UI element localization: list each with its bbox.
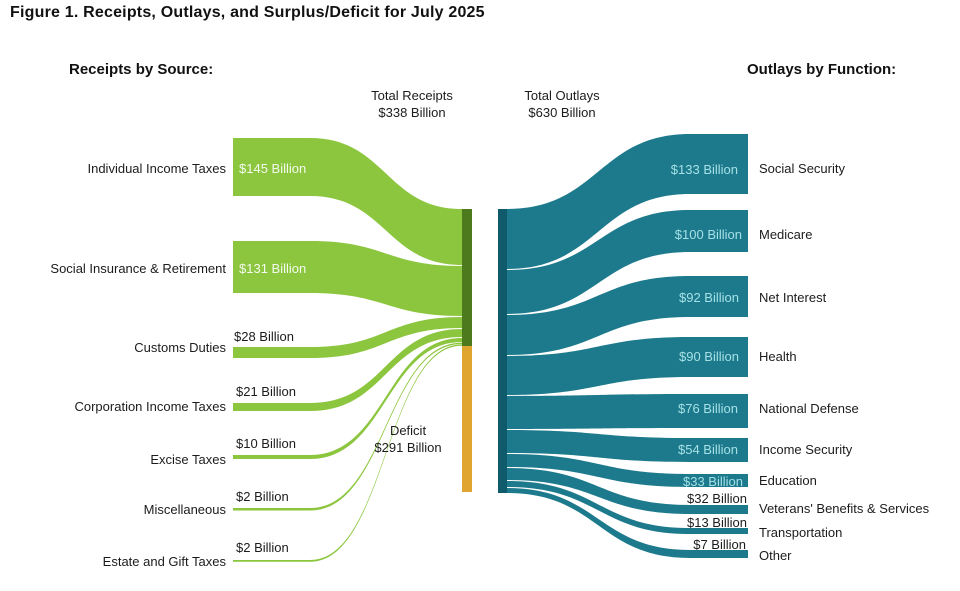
- total-receipts-value: $338 Billion: [378, 105, 446, 120]
- total-receipts-node: [462, 209, 472, 346]
- receipt-value-miscellaneous: $2 Billion: [236, 489, 289, 504]
- outlay-function-net-interest: Net Interest: [759, 290, 827, 305]
- outlay-value-transportation: $13 Billion: [687, 515, 747, 530]
- deficit-value: $291 Billion: [374, 440, 442, 455]
- outlay-value-income-security: $54 Billion: [678, 442, 738, 457]
- figure-title: Figure 1. Receipts, Outlays, and Surplus…: [10, 4, 485, 21]
- total-outlays-label: Total Outlays $630 Billion: [492, 87, 632, 121]
- outlay-flow-net-interest: [507, 276, 748, 355]
- receipt-category-miscellaneous: Miscellaneous: [143, 502, 226, 517]
- outlay-value-other: $7 Billion: [693, 537, 746, 552]
- receipt-category-individual-income-taxes: Individual Income Taxes: [87, 161, 226, 176]
- total-outlays-value: $630 Billion: [528, 105, 596, 120]
- outlay-value-health: $90 Billion: [679, 349, 739, 364]
- outlay-function-national-defense: National Defense: [759, 401, 859, 416]
- outlay-value-national-defense: $76 Billion: [678, 401, 738, 416]
- receipt-value-customs-duties: $28 Billion: [234, 329, 294, 344]
- outlay-value-education: $33 Billion: [683, 474, 743, 489]
- outlay-function-transportation: Transportation: [759, 525, 843, 540]
- outlay-value-medicare: $100 Billion: [674, 227, 742, 242]
- outlay-flow-transportation: [507, 481, 748, 534]
- receipt-category-excise-taxes: Excise Taxes: [150, 452, 226, 467]
- outlay-function-other: Other: [759, 548, 792, 563]
- deficit-title: Deficit: [389, 423, 427, 438]
- total-outlays-node: [498, 209, 507, 493]
- outlay-function-medicare: Medicare: [759, 227, 813, 242]
- deficit-node: [462, 346, 472, 492]
- outlay-flow-other: [507, 488, 748, 558]
- total-outlays-title: Total Outlays: [524, 88, 600, 103]
- receipt-flow-corporation-income-taxes: [233, 329, 462, 411]
- receipt-flow-individual-income-taxes: [233, 138, 462, 265]
- outlay-function-social-security: Social Security: [759, 161, 845, 176]
- outlay-value-veterans-benefits: $32 Billion: [687, 491, 747, 506]
- outlay-flow-health: [507, 337, 748, 395]
- outlay-function-veterans-benefits: Veterans' Benefits & Services: [759, 501, 930, 516]
- outlays-heading: Outlays by Function:: [747, 61, 897, 78]
- receipt-value-social-insurance-retirement: $131 Billion: [239, 261, 307, 276]
- outlay-function-income-security: Income Security: [759, 442, 853, 457]
- receipt-value-corporation-income-taxes: $21 Billion: [236, 384, 296, 399]
- total-receipts-label: Total Receipts $338 Billion: [342, 87, 482, 121]
- outlay-flow-social-security: [507, 134, 748, 269]
- outlay-value-net-interest: $92 Billion: [679, 290, 739, 305]
- outlay-flow-education: [507, 454, 748, 487]
- receipts-heading: Receipts by Source:: [69, 61, 214, 78]
- receipt-flow-social-insurance-retirement: [233, 241, 462, 316]
- receipt-category-social-insurance-retirement: Social Insurance & Retirement: [50, 261, 226, 276]
- outlay-flow-veterans-benefits-services: [507, 468, 748, 514]
- receipt-value-excise-taxes: $10 Billion: [236, 436, 296, 451]
- receipt-flow-customs-duties: [233, 317, 462, 358]
- total-receipts-title: Total Receipts: [371, 88, 453, 103]
- receipt-category-corporation-income-taxes: Corporation Income Taxes: [74, 399, 226, 414]
- outlay-function-health: Health: [759, 349, 797, 364]
- receipt-category-estate-and-gift-taxes: Estate and Gift Taxes: [102, 554, 226, 569]
- outlay-value-social-security: $133 Billion: [670, 162, 738, 177]
- outlay-flow-income-security: [507, 430, 748, 462]
- receipt-category-customs-duties: Customs Duties: [134, 340, 226, 355]
- outlay-function-education: Education: [759, 473, 817, 488]
- receipt-value-individual-income-taxes: $145 Billion: [239, 161, 307, 176]
- deficit-label: Deficit $291 Billion: [338, 422, 478, 456]
- outlay-flow-national-defense: [507, 394, 748, 429]
- outlay-flow-medicare: [507, 210, 748, 314]
- receipt-value-estate-and-gift-taxes: $2 Billion: [236, 540, 289, 555]
